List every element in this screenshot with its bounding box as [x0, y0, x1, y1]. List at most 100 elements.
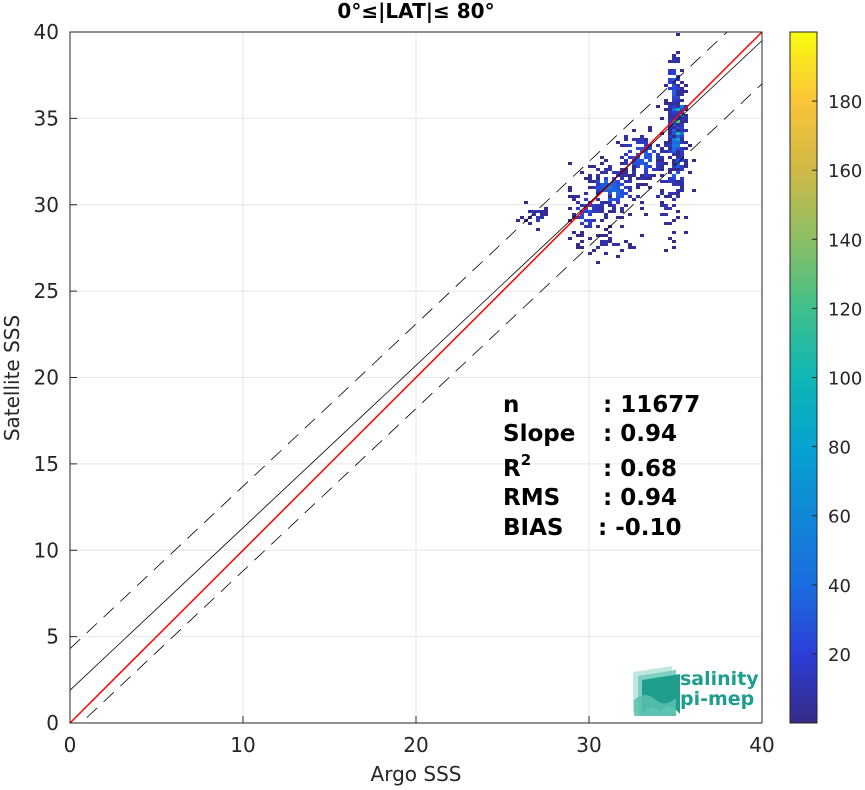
density-cell [672, 168, 676, 171]
density-cell [636, 141, 640, 144]
density-cell [636, 147, 640, 150]
density-cell [668, 237, 672, 240]
x-axis-label: Argo SSS [371, 762, 462, 786]
density-cell [672, 135, 676, 138]
density-cell [588, 237, 592, 240]
density-cell [592, 210, 596, 213]
density-cell [568, 207, 572, 210]
density-cell [628, 144, 632, 147]
density-cell [608, 201, 612, 204]
colorbar-ticks: 20 40 60 80 100 120 140 160 180 [812, 92, 862, 666]
density-cell [672, 153, 676, 156]
logo-line1: salinity [680, 668, 759, 690]
density-cell [664, 180, 668, 183]
density-cell [676, 141, 680, 144]
density-cell [656, 156, 660, 159]
density-cell [620, 210, 624, 213]
density-cell [600, 207, 604, 210]
density-cell [676, 90, 680, 93]
density-cell [532, 213, 536, 216]
density-cell [620, 162, 624, 165]
density-cell [672, 72, 676, 75]
density-cell [572, 213, 576, 216]
density-cell [624, 174, 628, 177]
density-cell [680, 186, 684, 189]
density-cell [612, 183, 616, 186]
density-cell [580, 204, 584, 207]
density-cell [680, 105, 684, 108]
density-cell [676, 60, 680, 63]
density-cell [664, 195, 668, 198]
density-cell [632, 198, 636, 201]
density-cell [672, 180, 676, 183]
density-cell [668, 108, 672, 111]
density-cell [640, 141, 644, 144]
density-cell [648, 159, 652, 162]
density-cell [672, 177, 676, 180]
density-cell [684, 231, 688, 234]
density-cell [672, 54, 676, 57]
density-cell [680, 159, 684, 162]
density-cell [680, 156, 684, 159]
x-tick-label: 10 [230, 733, 255, 757]
density-cell [668, 171, 672, 174]
stat-n-value: : 11677 [603, 392, 700, 418]
density-cell [684, 165, 688, 168]
density-cell [680, 81, 684, 84]
density-cell [544, 207, 548, 210]
density-cell [656, 165, 660, 168]
density-cell [652, 168, 656, 171]
density-cell [624, 186, 628, 189]
density-cell [600, 186, 604, 189]
stat-slope-value: : 0.94 [603, 421, 677, 447]
density-cell [608, 231, 612, 234]
density-cell [604, 228, 608, 231]
density-cell [656, 168, 660, 171]
density-cell [576, 243, 580, 246]
density-cell [660, 150, 664, 153]
density-cell [668, 87, 672, 90]
density-cell [604, 168, 608, 171]
density-cell [660, 156, 664, 159]
reference-lines [70, 32, 762, 723]
density-cell [672, 246, 676, 249]
logo-line2: pi-mep [680, 688, 754, 710]
density-cell [536, 219, 540, 222]
stat-r2-value: : 0.68 [603, 456, 677, 482]
density-cell [648, 129, 652, 132]
density-cell [676, 156, 680, 159]
density-cell [668, 78, 672, 81]
density-cell [632, 171, 636, 174]
density-cell [664, 162, 668, 165]
density-cell [668, 114, 672, 117]
regression-line [70, 40, 762, 691]
density-cell [608, 195, 612, 198]
density-cell [616, 183, 620, 186]
density-cell [624, 180, 628, 183]
density-cell [664, 144, 668, 147]
density-cell [676, 153, 680, 156]
density-cell [580, 213, 584, 216]
density-cell [584, 198, 588, 201]
density-cell [636, 183, 640, 186]
density-cell [676, 123, 680, 126]
density-cell [592, 207, 596, 210]
density-cell [632, 129, 636, 132]
density-cell [680, 90, 684, 93]
density-cell [676, 165, 680, 168]
density-cell [584, 225, 588, 228]
density-cell [632, 156, 636, 159]
density-cell [672, 144, 676, 147]
density-cell [668, 156, 672, 159]
density-cell [672, 120, 676, 123]
density-cell [540, 213, 544, 216]
statistics-block: n : 11677 Slope : 0.94 R2 : 0.68 RMS : 0… [503, 392, 700, 541]
density-cell [640, 135, 644, 138]
density-cell [676, 57, 680, 60]
density-cell [628, 174, 632, 177]
density-cell [668, 195, 672, 198]
density-cell [676, 96, 680, 99]
identity-line [70, 32, 762, 723]
density-cell [644, 144, 648, 147]
density-cell [544, 213, 548, 216]
